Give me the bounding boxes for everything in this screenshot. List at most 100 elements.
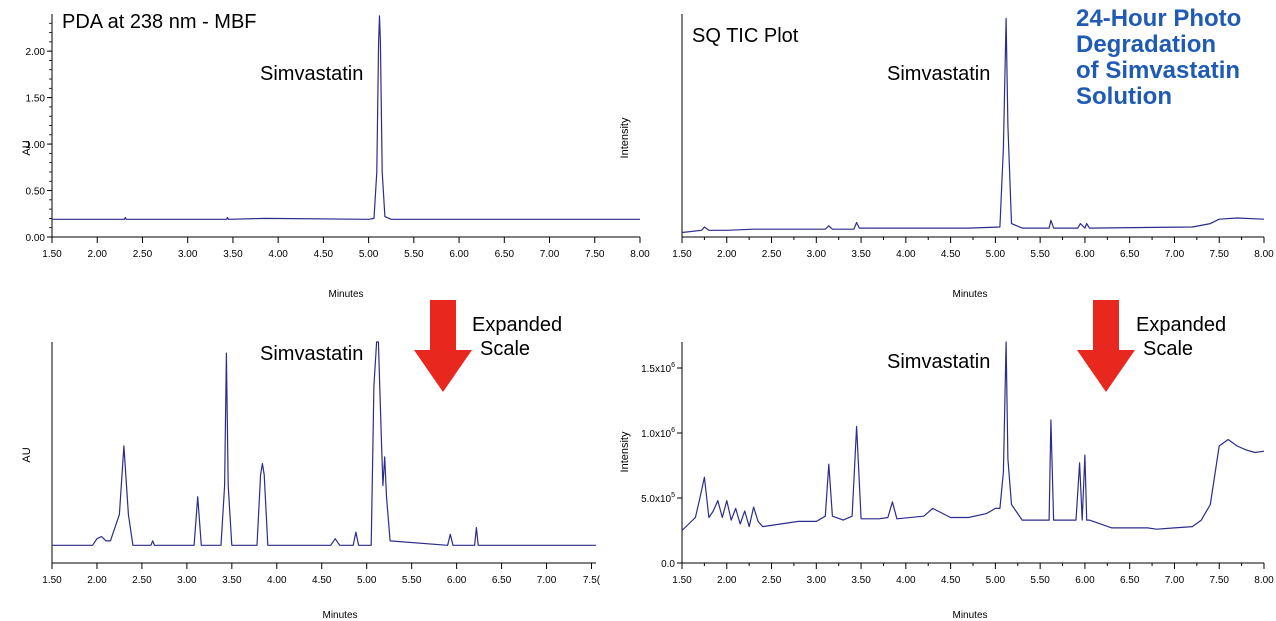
x-tick-label: 7.50 — [1209, 249, 1229, 260]
tic-full-xlabel: Minutes — [952, 289, 987, 300]
x-tick-label: 6.00 — [449, 249, 469, 260]
x-tick-label: 8.00 — [1254, 249, 1274, 260]
x-tick-label: 3.50 — [222, 575, 242, 586]
tic-expanded-ylabel: Intensity — [619, 431, 631, 472]
x-tick-label: 1.50 — [672, 249, 692, 260]
expand-label-line1: Expanded — [472, 314, 562, 336]
x-tick-label: 4.50 — [312, 575, 332, 586]
tic-expanded-annotation: Simvastatin — [887, 351, 990, 373]
x-tick-label: 6.00 — [447, 575, 467, 586]
x-tick-label: 2.00 — [717, 249, 737, 260]
x-tick-label: 7.00 — [537, 575, 557, 586]
chromatogram-trace — [52, 15, 640, 220]
tic-full-annotation: Simvastatin — [887, 63, 990, 85]
x-tick-label: 4.00 — [896, 249, 916, 260]
pda-full-title: PDA at 238 nm - MBF — [62, 11, 257, 33]
x-tick-label: 5.50 — [404, 249, 424, 260]
y-tick-label: 2.00 — [26, 47, 46, 58]
x-tick-label: 6.00 — [1075, 575, 1095, 586]
x-tick-label: 5.00 — [359, 249, 379, 260]
x-tick-label: 2.50 — [132, 575, 152, 586]
x-tick-label: 4.50 — [941, 249, 961, 260]
x-tick-label: 2.00 — [87, 575, 107, 586]
y-tick-label: 1.5x106 — [641, 362, 675, 375]
pda-full-chart: PDA at 238 nm - MBF Simvastatin AU Minut… — [21, 11, 650, 300]
x-tick-label: 5.00 — [986, 575, 1006, 586]
x-tick-label: 8.00 — [630, 249, 650, 260]
tic-full-title: SQ TIC Plot — [692, 25, 799, 47]
tic-full-chart: SQ TIC Plot Simvastatin Intensity Minute… — [619, 14, 1274, 300]
y-tick-label: 0.0 — [661, 559, 675, 570]
pda-full-annotation: Simvastatin — [260, 63, 363, 85]
x-tick-label: 4.00 — [896, 575, 916, 586]
x-tick-label: 8.00 — [1254, 575, 1274, 586]
x-tick-label: 7.50 — [1209, 575, 1229, 586]
x-tick-label: 3.00 — [807, 575, 827, 586]
expand-label-line2: Scale — [480, 338, 530, 360]
x-tick-label: 5.50 — [1030, 575, 1050, 586]
down-arrow-icon — [1077, 300, 1135, 392]
figure-caption: 24-Hour Photo Degradation of Simvastatin… — [1076, 6, 1276, 110]
x-tick-label: 3.00 — [807, 249, 827, 260]
x-tick-label: 7.00 — [540, 249, 560, 260]
x-tick-label: 1.50 — [672, 575, 692, 586]
x-tick-label: 4.50 — [314, 249, 334, 260]
x-tick-label: 3.00 — [178, 249, 198, 260]
pda-expanded-annotation: Simvastatin — [260, 343, 363, 365]
x-tick-label: 4.50 — [941, 575, 961, 586]
x-tick-label: 7.50 — [585, 249, 605, 260]
caption-line: Degradation — [1076, 31, 1217, 58]
x-tick-label: 4.00 — [267, 575, 287, 586]
x-tick-label: 1.50 — [42, 575, 62, 586]
y-tick-label: 0.00 — [26, 233, 46, 244]
x-tick-label: 2.50 — [133, 249, 153, 260]
x-tick-label: 6.50 — [1120, 249, 1140, 260]
caption-line: 24-Hour Photo — [1076, 5, 1242, 32]
x-tick-label: 5.50 — [1030, 249, 1050, 260]
caption-line: of Simvastatin — [1076, 57, 1241, 84]
pda-full-ylabel: AU — [21, 140, 33, 155]
expand-arrow-right: Expanded Scale — [1077, 300, 1226, 392]
x-tick-label: 3.50 — [851, 249, 871, 260]
down-arrow-icon — [414, 300, 472, 392]
x-tick-label: 7.00 — [1165, 575, 1185, 586]
y-tick-label: 1.00 — [26, 140, 46, 151]
x-tick-label: 3.50 — [223, 249, 243, 260]
tic-expanded-chart: Simvastatin Intensity Minutes 1.50 2.00 2.… — [619, 341, 1274, 621]
expand-arrow-left: Expanded Scale — [414, 300, 562, 392]
x-tick-label: 6.50 — [492, 575, 512, 586]
y-tick-label: 5.0x105 — [641, 492, 675, 505]
x-tick-label: 7.5( — [583, 575, 601, 586]
pda-full-xlabel: Minutes — [328, 289, 363, 300]
pda-expanded-chart: Simvastatin AU Minutes 1.50 2.00 2.50 3.00 3… — [21, 341, 601, 621]
x-tick-label: 5.00 — [986, 249, 1006, 260]
tic-full-ylabel: Intensity — [619, 117, 631, 158]
y-tick-label: 0.50 — [26, 187, 46, 198]
caption-line: Solution — [1076, 83, 1172, 110]
y-tick-label: 1.0x106 — [641, 427, 675, 440]
tic-expanded-xlabel: Minutes — [952, 610, 987, 621]
x-tick-label: 2.50 — [762, 249, 782, 260]
x-tick-label: 5.50 — [402, 575, 422, 586]
x-tick-label: 2.50 — [762, 575, 782, 586]
x-tick-label: 3.00 — [177, 575, 197, 586]
x-tick-label: 2.00 — [87, 249, 107, 260]
x-tick-label: 6.50 — [1120, 575, 1140, 586]
x-tick-label: 6.00 — [1075, 249, 1095, 260]
x-tick-label: 2.00 — [717, 575, 737, 586]
chromatogram-trace — [681, 17, 1265, 234]
x-tick-label: 4.00 — [268, 249, 288, 260]
x-tick-label: 3.50 — [851, 575, 871, 586]
x-tick-label: 5.00 — [357, 575, 377, 586]
pda-expanded-xlabel: Minutes — [322, 610, 357, 621]
x-tick-label: 1.50 — [42, 249, 62, 260]
expand-label-line1: Expanded — [1136, 314, 1226, 336]
x-tick-label: 6.50 — [495, 249, 515, 260]
pda-expanded-ylabel: AU — [21, 447, 33, 462]
y-tick-label: 1.50 — [26, 94, 46, 105]
chromatogram-trace — [52, 341, 596, 546]
chromatogram-trace — [681, 341, 1265, 531]
expand-label-line2: Scale — [1143, 338, 1193, 360]
x-tick-label: 7.00 — [1165, 249, 1185, 260]
